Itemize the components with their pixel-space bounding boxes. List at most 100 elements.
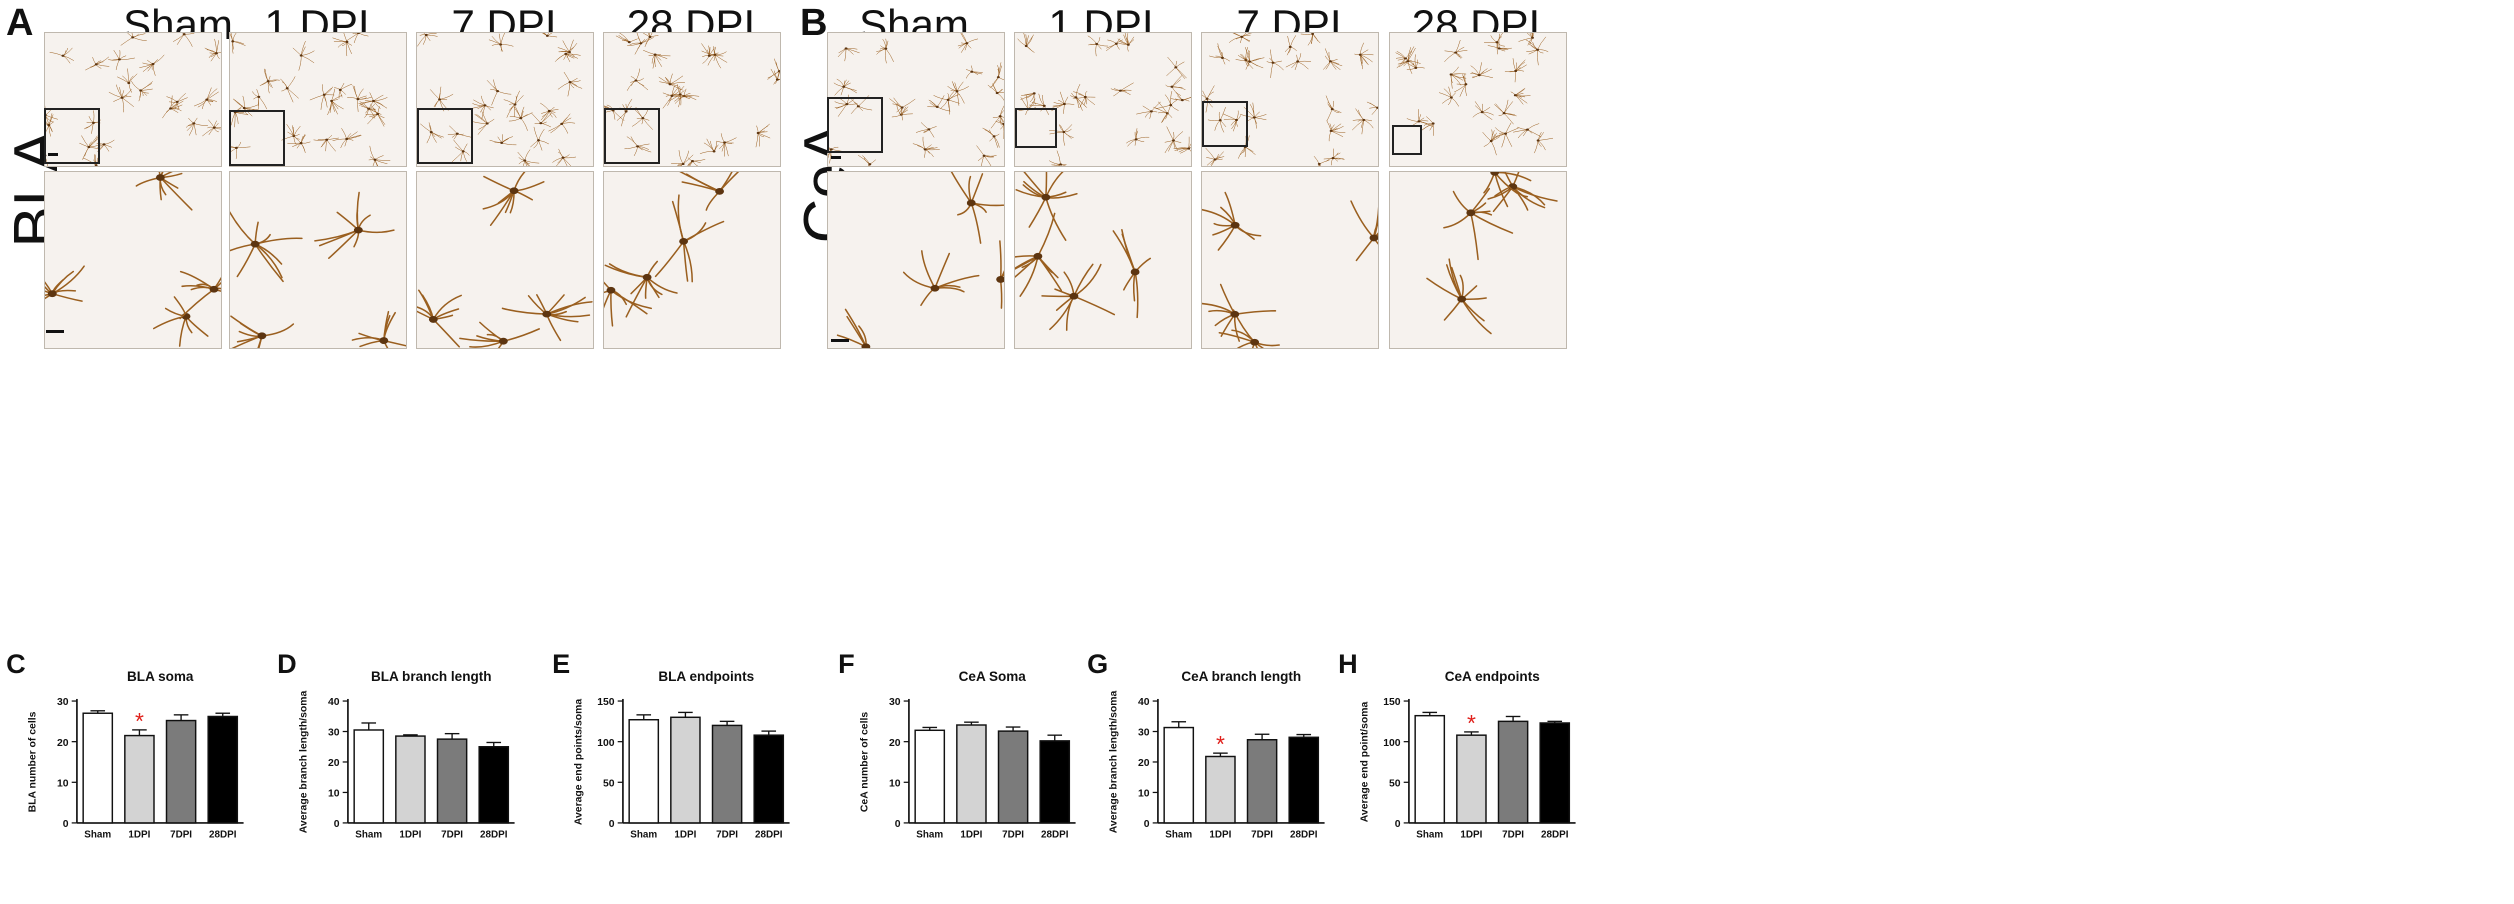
bar-sham [82,712,114,824]
y-tick-label: 30 [328,728,340,739]
bar-28dpi [478,746,510,824]
magnified-region-box [229,110,285,166]
bar-28dpi [1288,736,1320,824]
x-tick-label: 1DPI [960,830,982,841]
bar-sham [1414,714,1446,824]
chart-panel-letter: F [838,648,855,679]
y-tick-label: 40 [328,697,340,708]
x-tick-label: Sham [1416,830,1443,841]
micrograph-cea-28dpi-overview [1389,32,1567,167]
micrograph-cea-28dpi-enlarged [1389,171,1567,349]
magnified-region-box [1392,125,1422,155]
bar-1dpi [670,716,701,824]
x-tick-label: 28DPI [1290,830,1318,841]
scale-bar [48,153,58,156]
y-tick-label: 10 [328,789,340,800]
bar-1dpi [395,735,426,824]
y-tick-label: 40 [1138,697,1150,708]
chart-e: E BLA endpoints Average end points/soma 0 50… [550,600,800,900]
x-tick-label: Sham [1165,830,1192,841]
x-tick-label: 28DPI [209,830,237,841]
bar-1dpi [124,734,155,824]
micrograph-cea-1dpi-overview [1014,32,1192,167]
bar-sham [628,719,660,824]
bar-28dpi [1039,740,1071,824]
significance-marker: * [135,708,144,734]
bar-1dpi [956,724,987,824]
micrograph-bla-sham-enlarged [44,171,222,349]
bar-7dpi [1246,739,1278,824]
micrograph-bla-28dpi-overview [603,32,781,167]
y-tick-label: 50 [603,778,615,789]
micrograph-bla-28dpi-enlarged [603,171,781,349]
bar-1dpi [1456,734,1487,824]
x-tick-label: 7DPI [1002,830,1024,841]
micrograph-cea-7dpi-overview [1201,32,1379,167]
y-tick-label: 10 [1138,789,1150,800]
x-tick-label: 7DPI [441,830,463,841]
micrograph-bla-1dpi-enlarged [229,171,407,349]
y-axis-label: CeA number of cells [859,712,870,812]
y-tick-label: 150 [597,697,615,708]
bar-7dpi [711,724,743,824]
micrograph-bla-sham-overview [44,32,222,167]
chart-title: BLA endpoints [658,669,754,684]
micrograph-cea-1dpi-enlarged [1014,171,1192,349]
chart-panel-letter: H [1338,648,1358,679]
x-tick-label: 7DPI [1502,830,1524,841]
y-tick-label: 30 [57,697,69,708]
y-tick-label: 30 [1138,728,1150,739]
x-tick-label: 1DPI [399,830,421,841]
x-tick-label: 28DPI [1541,830,1569,841]
y-tick-label: 0 [1395,819,1401,830]
scale-bar [831,156,841,159]
micrograph-bla-7dpi-overview [416,32,594,167]
x-tick-label: 7DPI [1251,830,1273,841]
bar-sham [353,729,385,824]
x-tick-label: 1DPI [674,830,696,841]
y-tick-label: 20 [1138,758,1150,769]
bar-sham [1163,726,1195,824]
chart-title: CeA endpoints [1445,669,1540,684]
y-tick-label: 10 [57,778,69,789]
magnified-region-box [417,108,473,164]
bar-28dpi [207,715,239,824]
significance-marker: * [1467,710,1476,736]
panel-label-a: A [6,2,34,44]
y-tick-label: 0 [334,819,340,830]
y-axis-label: Average end point/soma [1359,702,1370,823]
x-tick-label: 1DPI [1209,830,1231,841]
micrograph-bla-1dpi-overview [229,32,407,167]
x-tick-label: 28DPI [755,830,783,841]
scale-bar [831,339,849,342]
chart-panel-letter: D [277,648,297,679]
y-tick-label: 30 [889,697,901,708]
panel-label-b: B [800,2,828,44]
magnified-region-box [1202,101,1248,147]
y-tick-label: 10 [889,778,901,789]
bar-7dpi [1497,720,1529,824]
chart-panel-letter: E [552,648,570,679]
chart-title: BLA soma [127,669,194,684]
y-tick-label: 0 [63,819,69,830]
y-tick-label: 50 [1389,778,1401,789]
magnified-region-box [1015,108,1057,148]
y-tick-label: 20 [57,738,69,749]
scale-bar [46,330,64,333]
y-tick-label: 0 [609,819,615,830]
bar-1dpi [1205,755,1236,824]
micrograph-cea-7dpi-enlarged [1201,171,1379,349]
x-tick-label: 28DPI [480,830,508,841]
magnified-region-box [827,97,883,153]
chart-h: H CeA endpoints Average end point/soma 0 50 1… [1336,600,1586,900]
significance-marker: * [1216,731,1225,757]
x-tick-label: Sham [355,830,382,841]
micrograph-bla-7dpi-enlarged [416,171,594,349]
bar-sham [914,729,946,824]
bar-7dpi [165,719,197,824]
chart-g: G CeA branch length Average branch length/… [1085,600,1335,900]
bar-7dpi [436,738,468,824]
chart-title: CeA Soma [959,669,1027,684]
chart-title: BLA branch length [371,669,492,684]
y-tick-label: 0 [1144,819,1150,830]
